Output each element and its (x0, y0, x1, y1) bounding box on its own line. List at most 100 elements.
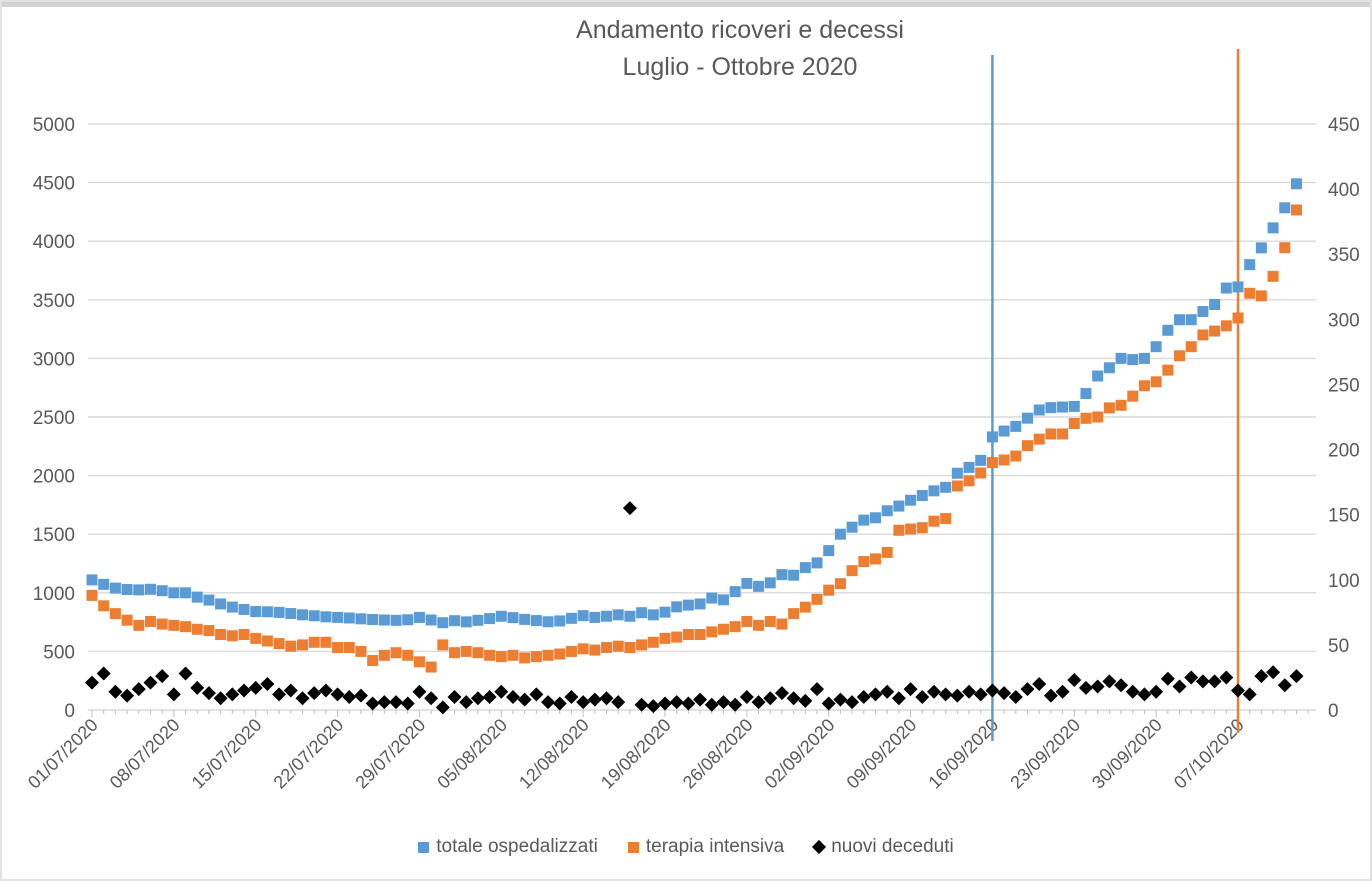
data-point (1279, 202, 1291, 214)
top-border-strip (0, 0, 1372, 7)
data-point (1033, 404, 1045, 416)
legend-square-blue-icon (418, 841, 430, 853)
data-point (634, 697, 649, 712)
data-point (1008, 689, 1023, 704)
data-point (739, 689, 754, 704)
data-point (905, 523, 917, 535)
data-point (143, 675, 158, 690)
data-point (144, 583, 156, 595)
data-point (250, 606, 262, 618)
gridlines (88, 123, 1316, 711)
data-point (203, 625, 215, 637)
data-point (507, 649, 519, 661)
x-axis-labels: 01/07/2020 08/07/2020 15/07/2020 22/07/2020… (24, 715, 1248, 793)
data-point (1010, 450, 1022, 462)
x-tick-label: 07/10/2020 (1170, 715, 1248, 793)
data-point (928, 485, 940, 497)
data-point (447, 689, 462, 704)
data-point (273, 606, 285, 618)
data-point (658, 696, 672, 711)
data-point (367, 614, 379, 626)
data-point (248, 680, 263, 695)
data-point (940, 513, 952, 525)
data-point (201, 686, 216, 701)
data-point (285, 640, 297, 652)
data-point (659, 606, 671, 618)
data-point (893, 524, 905, 536)
data-point (1195, 674, 1210, 689)
data-point (763, 691, 778, 706)
data-point (144, 615, 156, 627)
data-point (460, 645, 472, 657)
data-point (599, 691, 614, 706)
data-point (517, 692, 532, 707)
data-point (788, 569, 800, 581)
data-point (611, 695, 626, 710)
legend-item-nuovi-deceduti: nuovi deceduti (812, 836, 954, 858)
data-point (120, 688, 135, 703)
data-point (636, 607, 648, 619)
data-point (821, 696, 836, 711)
data-point (133, 584, 145, 596)
data-point (846, 521, 858, 533)
data-point (365, 696, 380, 711)
data-point (975, 454, 987, 466)
data-point (1220, 320, 1232, 332)
data-point (601, 610, 613, 622)
data-point (601, 641, 613, 653)
data-point (786, 691, 801, 706)
data-point (296, 609, 308, 621)
data-point (554, 648, 566, 660)
data-point (166, 687, 181, 702)
data-point (799, 601, 811, 613)
x-tick-label: 09/09/2020 (843, 715, 921, 793)
data-point (482, 689, 497, 704)
tick-label: 400 (1328, 180, 1360, 201)
data-point (764, 577, 776, 589)
data-point (636, 639, 648, 651)
data-point (938, 687, 953, 702)
data-point (412, 684, 427, 699)
data-point (378, 614, 390, 626)
legend-diamond-black-icon (812, 839, 827, 855)
data-point (495, 610, 507, 622)
data-point (998, 425, 1010, 437)
data-point (1231, 683, 1245, 698)
data-point (1103, 402, 1115, 414)
data-point (741, 577, 753, 589)
data-point (728, 697, 743, 712)
data-point (1137, 687, 1152, 702)
data-point (261, 606, 273, 618)
data-point (203, 594, 215, 606)
data-point (823, 545, 835, 557)
data-point (576, 695, 591, 710)
series-totale-ospedalizzati (86, 178, 1302, 629)
tick-label: 5000 (33, 115, 75, 136)
data-point (250, 632, 262, 644)
data-point (587, 692, 602, 707)
data-point (1115, 399, 1127, 411)
data-point (96, 666, 111, 681)
data-point (390, 614, 402, 626)
data-point (529, 687, 544, 702)
tick-label: 50 (1328, 636, 1349, 657)
data-point (530, 651, 542, 663)
data-point (741, 615, 753, 627)
data-point (86, 589, 98, 601)
data-point (355, 645, 367, 657)
data-point (881, 505, 893, 517)
data-point (213, 691, 228, 706)
data-point (156, 618, 168, 630)
data-point (810, 682, 825, 697)
data-point (1207, 674, 1222, 689)
data-point (997, 686, 1012, 701)
x-tick-label: 16/09/2020 (924, 715, 1002, 793)
tick-label: 3500 (33, 291, 75, 312)
data-point (402, 649, 414, 661)
data-point (308, 636, 320, 648)
data-point (564, 689, 579, 704)
data-point (180, 621, 192, 633)
data-point (624, 641, 636, 653)
data-point (1255, 290, 1267, 302)
data-point (716, 695, 731, 710)
